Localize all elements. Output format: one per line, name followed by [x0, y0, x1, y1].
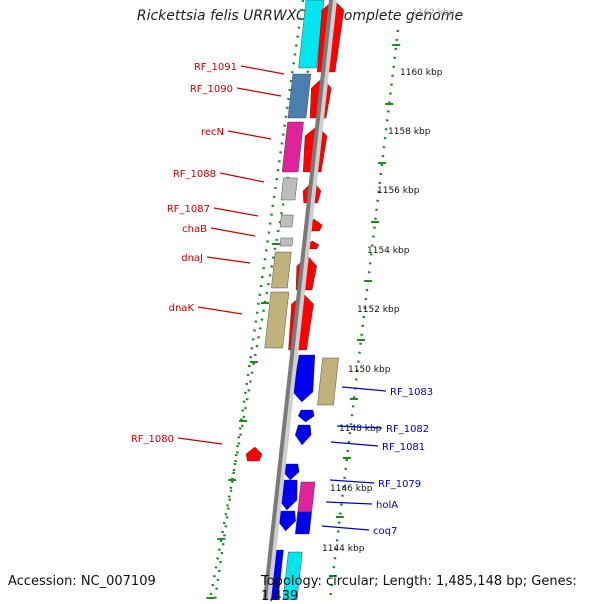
leader-line — [219, 172, 265, 183]
gene-arrow-cyan — [298, 0, 325, 69]
leader-line — [325, 501, 373, 505]
leader-line — [213, 207, 259, 217]
leader-line — [177, 437, 223, 445]
gene-label-chaB: chaB — [182, 224, 207, 235]
gene-label-RF_1088: RF_1088 — [173, 169, 216, 180]
guide-dotted-line-3 — [213, 0, 305, 600]
gene-label-dnaJ: dnaJ — [181, 253, 203, 264]
leader-line — [206, 256, 251, 264]
scale-label: 1160 kbp — [400, 68, 443, 78]
scale-label: 1150 kbp — [348, 365, 391, 375]
gene-arrow-gray — [279, 214, 294, 228]
leader-line — [210, 227, 256, 237]
gene-arrow-gray — [279, 237, 294, 247]
gene-arrow-cyan — [282, 551, 303, 600]
map-title: Rickettsia felis URRWXCal2, complete gen… — [136, 8, 464, 24]
leader-line — [240, 65, 285, 75]
gene-arrow-steelblue — [287, 73, 312, 119]
gene-label-holA: holA — [376, 500, 398, 511]
gene-arrow-magenta — [281, 121, 304, 173]
gene-arrow-red — [245, 446, 263, 462]
leader-line — [197, 306, 243, 315]
gene-label-recN: recN — [201, 127, 224, 138]
gene-label-RF_1081: RF_1081 — [382, 442, 425, 453]
gene-arrow-blue — [295, 511, 312, 535]
scale-label: 1154 kbp — [367, 246, 410, 256]
leader-line — [321, 525, 370, 531]
leader-line — [236, 87, 282, 97]
gene-label-RF_1080: RF_1080 — [131, 434, 174, 445]
scale-label: 1156 kbp — [377, 186, 420, 196]
scale-label: 1144 kbp — [322, 544, 365, 554]
leader-line — [341, 386, 387, 392]
scale-label: 1148 kbp — [339, 424, 382, 434]
leader-line — [330, 441, 379, 447]
scale-label: 1152 kbp — [357, 305, 400, 315]
gene-arrow-blue — [297, 409, 315, 423]
guide-dotted-line-1 — [328, 29, 400, 600]
gene-label-RF_1087: RF_1087 — [167, 204, 210, 215]
leader-line — [336, 425, 383, 429]
gene-arrow-tan — [271, 251, 292, 289]
gene-arrow-tan — [264, 291, 290, 349]
leader-line — [227, 130, 272, 140]
backbone-line — [263, 0, 333, 600]
backbone-shadow — [265, 0, 337, 600]
leader-line — [329, 479, 375, 484]
gene-arrow-magenta — [297, 481, 316, 513]
scale-label-top: 1162 kbp — [412, 8, 455, 18]
gene-label-RF_1083: RF_1083 — [390, 387, 433, 398]
scale-label: 1158 kbp — [388, 127, 431, 137]
accession-label: Accession: NC_007109 — [8, 574, 156, 589]
scale-label: 1146 kbp — [330, 484, 373, 494]
gene-arrow-tan — [317, 357, 339, 406]
gene-label-RF_1090: RF_1090 — [190, 84, 233, 95]
gene-label-RF_1091: RF_1091 — [194, 62, 237, 73]
gene-label-RF_1082: RF_1082 — [386, 424, 429, 435]
gene-label-RF_1079: RF_1079 — [378, 479, 421, 490]
gene-label-coq7: coq7 — [373, 526, 397, 537]
gene-arrow-blue — [294, 424, 312, 446]
gene-label-dnaK: dnaK — [169, 303, 195, 314]
gene-arrow-gray — [280, 177, 298, 201]
